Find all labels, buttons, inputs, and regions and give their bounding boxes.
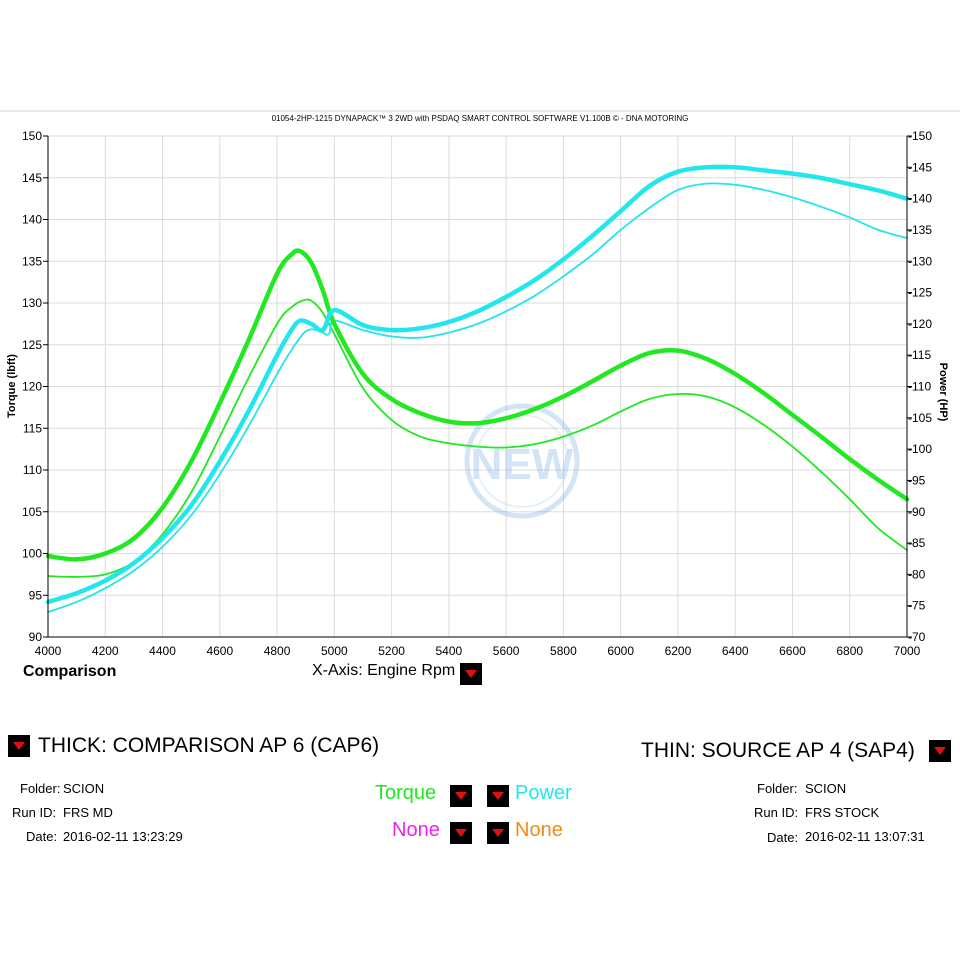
y-tick-label-left: 90 bbox=[29, 630, 43, 644]
y-tick-label-left: 110 bbox=[23, 463, 42, 477]
y-tick-label-right: -135 bbox=[908, 223, 932, 237]
thin-torque-line bbox=[47, 298, 908, 578]
power-selector-label: Power bbox=[515, 782, 572, 804]
run-label: Comparison bbox=[23, 663, 117, 680]
series-lines bbox=[45, 164, 910, 613]
right-runid-label: Run ID: bbox=[754, 805, 799, 820]
y-tick-label-left: 100 bbox=[22, 547, 42, 561]
x-tick-label: 5400 bbox=[436, 644, 463, 658]
x-axis-dropdown-button[interactable] bbox=[460, 663, 482, 685]
x-tick-label: 5000 bbox=[321, 644, 348, 658]
y-tick-label-right: -140 bbox=[908, 192, 932, 206]
grid bbox=[47, 135, 908, 638]
y-tick-label-right: -130 bbox=[908, 254, 932, 268]
none-selector-1-dropdown[interactable] bbox=[450, 822, 472, 844]
y-axis-label-right: Power (HP) bbox=[937, 363, 949, 422]
y-tick-label-right: -70 bbox=[908, 630, 926, 644]
y-tick-label-left: 120 bbox=[22, 380, 42, 394]
axes: 4000 4200 4400 4600 4800 5000 5200 5400 5600 5800… bbox=[22, 129, 932, 658]
x-tick-label: 4200 bbox=[92, 644, 119, 658]
y-tick-label-left: 145 bbox=[22, 171, 42, 185]
y-tick-label-left: 125 bbox=[22, 338, 42, 352]
x-tick-label: 7000 bbox=[894, 644, 921, 658]
y-tick-label-right: -115 bbox=[908, 348, 931, 362]
thin-power-line bbox=[47, 182, 908, 613]
thin-run-dropdown-button[interactable] bbox=[929, 740, 951, 762]
x-tick-label: 5800 bbox=[550, 644, 577, 658]
x-tick-label: 4600 bbox=[206, 644, 233, 658]
thick-run-title: THICK: COMPARISON AP 6 (CAP6) bbox=[38, 734, 380, 757]
dyno-chart: 01054-2HP-1215 DYNAPACK™ 3 2WD with PSDA… bbox=[0, 110, 960, 658]
x-tick-label: 5600 bbox=[493, 644, 520, 658]
y-axis-label-left: Torque (lbft) bbox=[6, 354, 18, 418]
right-date-value: 2016-02-11 13:07:31 bbox=[805, 829, 925, 844]
y-tick-label-right: -120 bbox=[908, 317, 932, 331]
left-runid-value: FRS MD bbox=[63, 805, 113, 820]
y-tick-label-right: -95 bbox=[908, 473, 926, 487]
left-date-value: 2016-02-11 13:23:29 bbox=[63, 829, 183, 844]
y-tick-label-left: 150 bbox=[22, 129, 42, 143]
y-tick-label-right: -105 bbox=[908, 411, 932, 425]
x-tick-label: 6200 bbox=[665, 644, 692, 658]
thin-run-title: THIN: SOURCE AP 4 (SAP4) bbox=[641, 739, 915, 762]
thick-power-line bbox=[45, 164, 910, 605]
none-selector-2-label: None bbox=[515, 819, 563, 841]
right-runid-value: FRS STOCK bbox=[805, 805, 880, 820]
chart-title: 01054-2HP-1215 DYNAPACK™ 3 2WD with PSDA… bbox=[272, 114, 689, 123]
y-tick-label-left: 95 bbox=[29, 588, 43, 602]
left-date-label: Date: bbox=[26, 829, 58, 844]
none-selector-2-dropdown[interactable] bbox=[487, 822, 509, 844]
torque-selector-label: Torque bbox=[375, 782, 437, 804]
y-tick-label-right: -125 bbox=[908, 286, 932, 300]
x-tick-label: 4000 bbox=[35, 644, 62, 658]
y-tick-label-right: -100 bbox=[908, 442, 932, 456]
y-tick-label-right: -145 bbox=[908, 160, 932, 174]
y-tick-label-left: 130 bbox=[22, 296, 42, 310]
y-tick-label-left: 115 bbox=[23, 421, 42, 435]
y-tick-label-left: 135 bbox=[22, 254, 42, 268]
left-runid-label: Run ID: bbox=[12, 805, 57, 820]
y-tick-label-right: -150 bbox=[908, 129, 932, 143]
y-tick-label-left: 140 bbox=[22, 213, 42, 227]
thick-run-dropdown-button[interactable] bbox=[8, 735, 30, 757]
svg-text:NEW: NEW bbox=[471, 440, 574, 489]
right-folder-label: Folder: bbox=[757, 781, 798, 796]
x-tick-label: 4400 bbox=[149, 644, 176, 658]
thick-torque-line bbox=[45, 248, 910, 562]
watermark-logo: NEW bbox=[464, 403, 580, 519]
x-tick-label: 6000 bbox=[607, 644, 634, 658]
x-tick-label: 5200 bbox=[378, 644, 405, 658]
torque-selector-dropdown[interactable] bbox=[450, 785, 472, 807]
x-tick-label: 6600 bbox=[779, 644, 806, 658]
power-selector-dropdown[interactable] bbox=[487, 785, 509, 807]
y-tick-label-left: 105 bbox=[22, 505, 42, 519]
none-selector-1-label: None bbox=[392, 819, 440, 841]
y-tick-label-right: -80 bbox=[908, 567, 926, 581]
y-tick-label-right: -75 bbox=[908, 599, 926, 613]
left-folder-label: Folder: bbox=[20, 781, 61, 796]
x-tick-label: 6800 bbox=[836, 644, 863, 658]
right-date-label: Date: bbox=[767, 830, 799, 845]
x-tick-label: 4800 bbox=[264, 644, 291, 658]
x-tick-label: 6400 bbox=[722, 644, 749, 658]
y-tick-label-right: -90 bbox=[908, 505, 926, 519]
y-tick-label-right: -110 bbox=[908, 380, 931, 394]
left-folder-value: SCION bbox=[63, 781, 105, 796]
y-tick-label-right: -85 bbox=[908, 536, 926, 550]
x-axis-label: X-Axis: Engine Rpm bbox=[312, 662, 456, 679]
right-folder-value: SCION bbox=[805, 781, 847, 796]
